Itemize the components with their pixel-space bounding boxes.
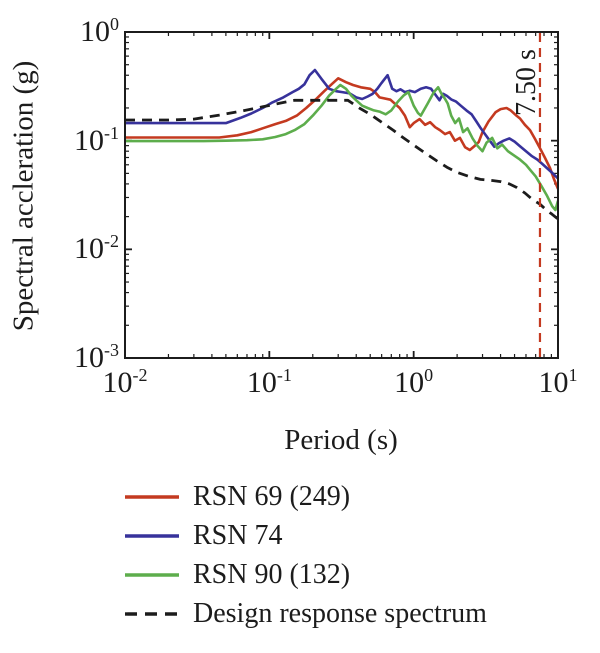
x-tick-label: 101 — [538, 365, 578, 399]
legend-item-rsn-90-132: RSN 90 (132) — [125, 559, 350, 591]
curve-rsn-74 — [125, 68, 559, 180]
curve-rsn-90-132 — [125, 83, 559, 212]
legend-item-rsn-69-249: RSN 69 (249) — [125, 481, 350, 513]
legend-swatch-line — [125, 534, 179, 538]
x-tick-label: 100 — [394, 365, 434, 399]
legend-label: Design response spectrum — [193, 598, 487, 629]
y-tick-label: 10-3 — [74, 340, 119, 374]
legend-label: RSN 69 (249) — [193, 481, 351, 512]
legend-label: RSN 74 — [193, 520, 283, 551]
y-tick-label: 10-2 — [74, 231, 119, 266]
y-tick-label: 10-1 — [74, 122, 119, 157]
curve-rsn-69-249 — [125, 77, 559, 190]
y-tick-label: 100 — [80, 14, 119, 48]
legend-label: RSN 90 (132) — [193, 559, 351, 590]
x-tick-label: 10-1 — [246, 365, 292, 399]
x-axis-label: Period (s) — [284, 424, 398, 456]
y-axis-label: Spectral accleration (g) — [7, 60, 40, 332]
selected-period-label: 7.50 s — [511, 49, 542, 116]
legend-swatch-line — [125, 573, 179, 577]
x-tick-label: 10-2 — [102, 365, 148, 399]
legend-item-design-response-spectrum: Design response spectrum — [125, 598, 487, 630]
legend-swatch-line — [125, 495, 179, 499]
legend-swatch-dashed — [125, 612, 179, 616]
legend-item-rsn-74: RSN 74 — [125, 520, 282, 552]
plot-frame — [124, 31, 559, 359]
curve-design-response-spectrum — [125, 98, 559, 221]
spectra-plot: 7.50 s — [124, 31, 559, 359]
